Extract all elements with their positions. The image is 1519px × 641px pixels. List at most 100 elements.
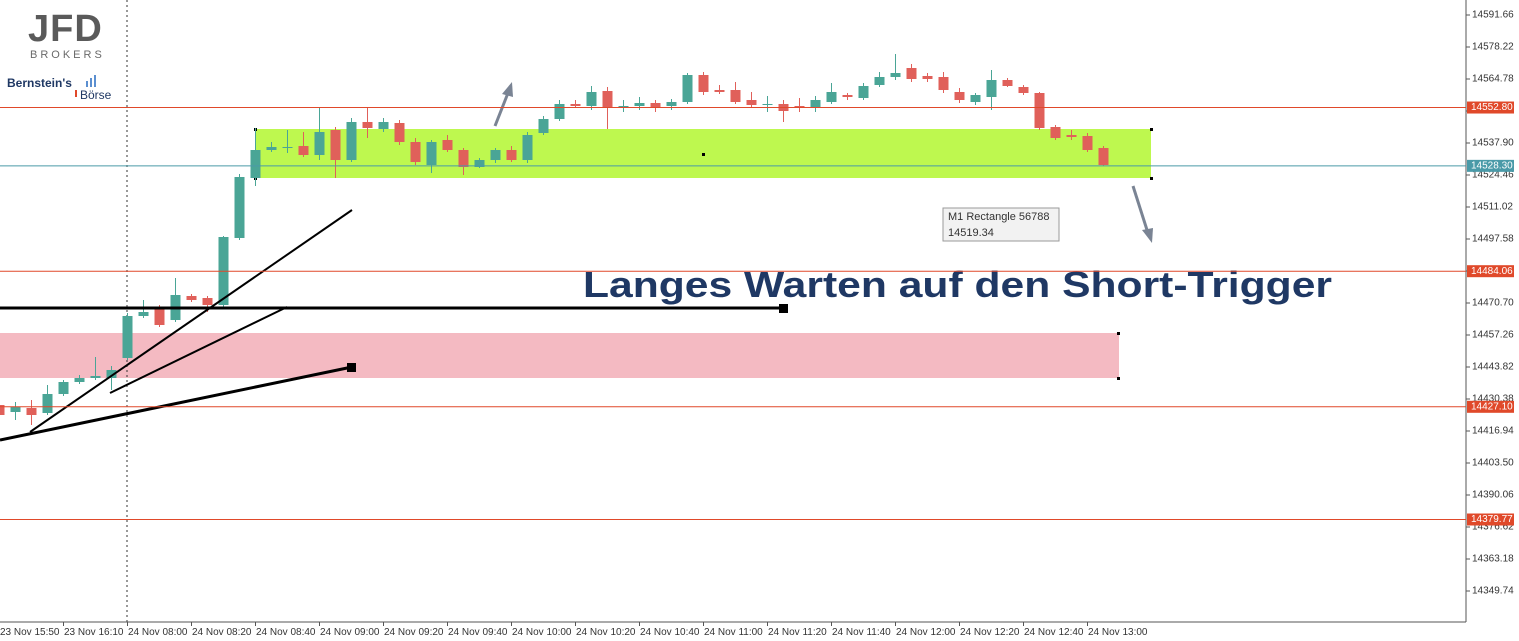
candle-body: [538, 119, 549, 133]
price-label-box: [1467, 159, 1514, 172]
x-tick-label: 23 Nov 15:50: [0, 627, 60, 638]
candle-body: [1018, 87, 1029, 93]
candle-body: [522, 135, 533, 160]
candle-body: [26, 408, 37, 415]
x-tick-label: 24 Nov 12:40: [1024, 627, 1084, 638]
candle-body: [874, 77, 885, 85]
x-tick-label: 24 Nov 09:40: [448, 627, 508, 638]
candle-body: [74, 378, 85, 382]
partner-icon: [75, 75, 96, 97]
candle-body: [474, 160, 485, 167]
y-tick-label: 14524.46: [1472, 170, 1514, 181]
candle-body: [570, 104, 581, 106]
candle-body: [890, 73, 901, 77]
x-tick-label: 24 Nov 09:00: [320, 627, 380, 638]
x-tick-label: 24 Nov 08:40: [256, 627, 316, 638]
candle-body: [426, 142, 437, 165]
y-tick-label: 14443.82: [1472, 362, 1514, 373]
y-tick-label: 14511.02: [1472, 202, 1513, 213]
x-tick-label: 24 Nov 10:40: [640, 627, 700, 638]
candle-body: [810, 100, 821, 108]
x-tick-label: 24 Nov 12:20: [960, 627, 1020, 638]
x-tick-label: 24 Nov 12:00: [896, 627, 956, 638]
y-tick-label: 14363.18: [1472, 554, 1514, 565]
x-tick-label: 23 Nov 16:10: [64, 627, 124, 638]
candle-body: [714, 90, 725, 92]
candle-body: [410, 142, 421, 162]
candle-body: [698, 75, 709, 92]
candle-body: [1066, 135, 1077, 137]
axes: [0, 0, 1467, 623]
x-tick-label: 24 Nov 08:00: [128, 627, 188, 638]
candle-body: [378, 122, 389, 129]
candle-body: [794, 106, 805, 108]
candle-body: [634, 103, 645, 106]
candle-body: [826, 92, 837, 102]
price-label: 14427.10: [1471, 401, 1513, 412]
tooltip: [942, 207, 1060, 242]
candle-body: [554, 104, 565, 119]
y-tick-label: 14430.38: [1472, 394, 1514, 405]
y-tick-label: 14591.66: [1472, 10, 1514, 21]
price-label-box: [1467, 513, 1514, 526]
candle-body: [746, 100, 757, 105]
candle-body: [234, 177, 245, 238]
candle-body: [986, 80, 997, 97]
candle-body: [506, 150, 517, 160]
price-label-box: [1467, 265, 1514, 278]
price-label-box: [1467, 101, 1514, 114]
x-tick-label: 24 Nov 09:20: [384, 627, 444, 638]
candle-body: [90, 376, 101, 378]
trendlines: [0, 209, 783, 442]
price-label-box: [1467, 400, 1514, 413]
candle-body: [394, 123, 405, 142]
y-tick-label: 14403.50: [1472, 458, 1514, 469]
candle-body: [954, 92, 965, 100]
tooltip-title: M1 Rectangle 56788: [948, 211, 1050, 223]
y-tick-label: 14537.90: [1472, 138, 1514, 149]
candle-body: [202, 298, 213, 305]
candle-body: [138, 312, 149, 316]
candle-body: [186, 296, 197, 300]
x-tick-label: 24 Nov 11:00: [704, 627, 763, 638]
candle-body: [858, 86, 869, 98]
partner-name: Bernstein's: [7, 76, 72, 90]
candle-body: [922, 76, 933, 79]
candle-body: [682, 75, 693, 102]
price-label: 14528.30: [1471, 160, 1513, 171]
candle-body: [1098, 148, 1109, 165]
x-tick-label: 24 Nov 10:20: [576, 627, 636, 638]
x-tick-label: 24 Nov 11:40: [832, 627, 891, 638]
zone-pink: [0, 333, 1119, 378]
candle-body: [730, 90, 741, 102]
candle-body: [842, 95, 853, 97]
y-tick-label: 14416.94: [1472, 426, 1514, 437]
candle-body: [266, 147, 277, 150]
price-label: 14379.77: [1471, 514, 1513, 525]
x-tick-label: 24 Nov 08:20: [192, 627, 252, 638]
candle-body: [314, 132, 325, 155]
candle-body: [970, 95, 981, 102]
candle-body: [906, 68, 917, 79]
candle-body: [362, 122, 373, 128]
y-tick-label: 14390.06: [1472, 490, 1514, 501]
candle-body: [330, 130, 341, 160]
y-tick-label: 14349.74: [1472, 586, 1514, 597]
x-tick-label: 24 Nov 10:00: [512, 627, 572, 638]
candle-body: [762, 104, 773, 105]
candle-body: [154, 308, 165, 325]
candle-body: [1002, 80, 1013, 86]
candle-body: [602, 91, 613, 108]
candle-body: [106, 370, 117, 378]
tooltip-value: 14519.34: [948, 227, 994, 239]
candle-body: [442, 140, 453, 150]
candle-body: [618, 106, 629, 108]
y-tick-label: 14457.26: [1472, 330, 1514, 341]
candle-body: [666, 102, 677, 106]
y-tick-label: 14578.22: [1472, 42, 1514, 53]
candle-body: [346, 122, 357, 160]
candle-body: [938, 77, 949, 90]
y-tick-label: 14470.70: [1472, 298, 1514, 309]
x-tick-label: 24 Nov 13:00: [1088, 627, 1148, 638]
logo-sub: BROKERS: [30, 49, 105, 61]
